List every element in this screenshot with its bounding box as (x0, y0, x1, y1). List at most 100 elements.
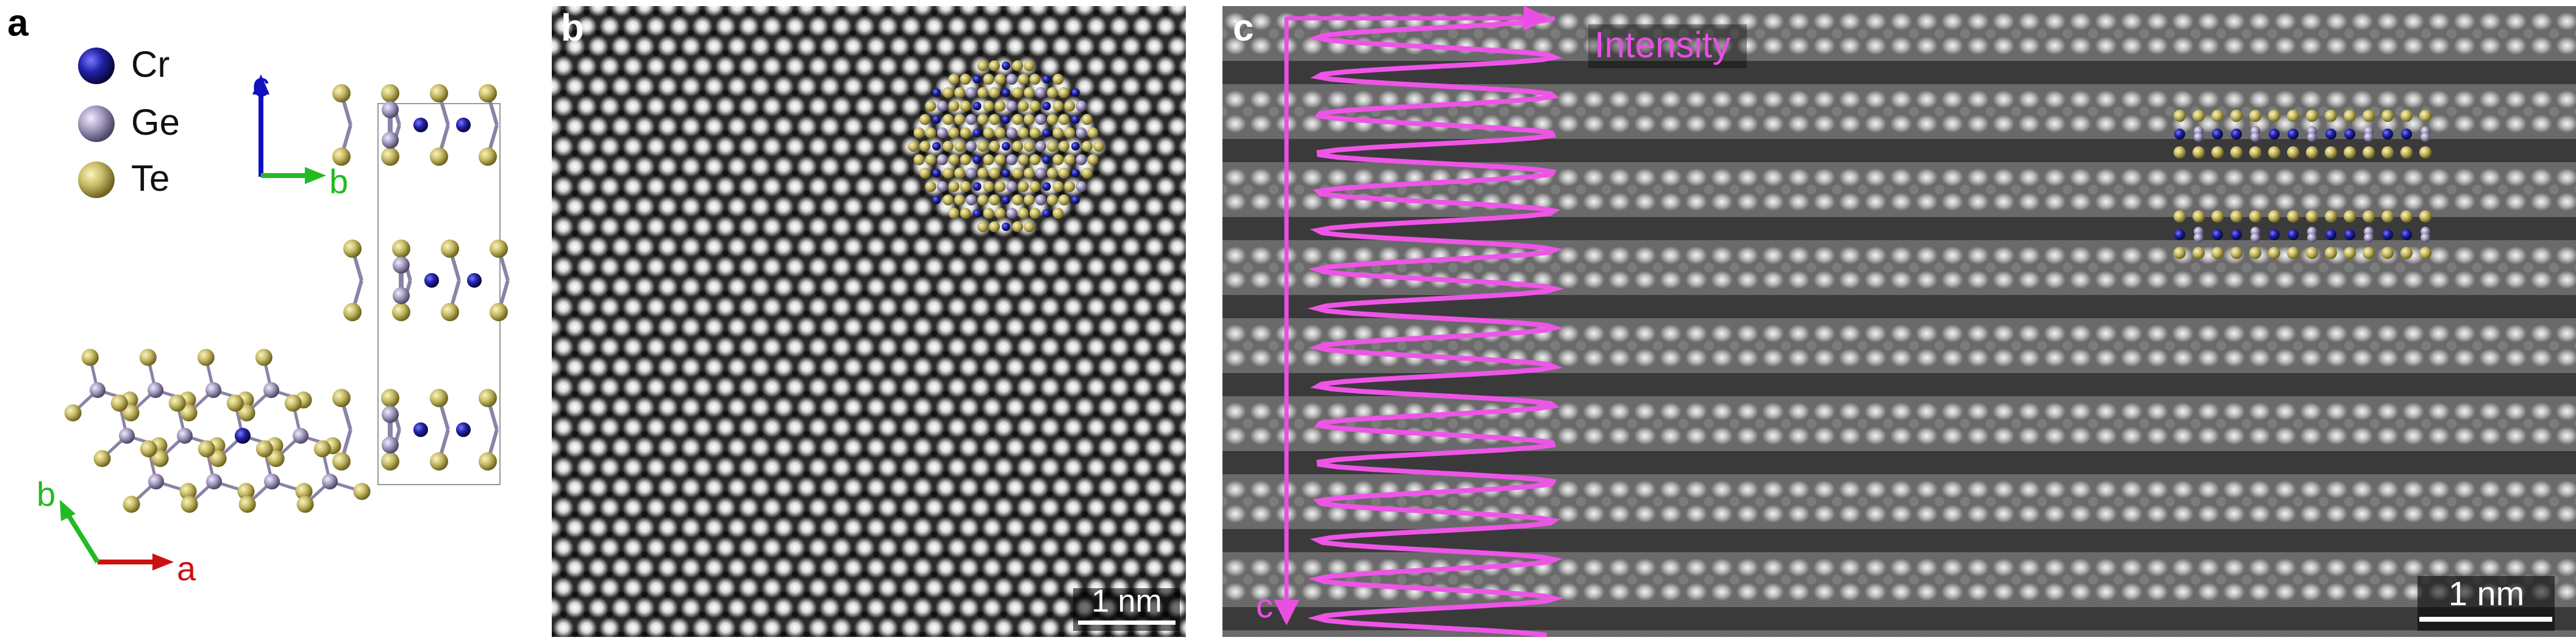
atom (925, 181, 937, 192)
axis-arrow (66, 513, 100, 564)
atom (1006, 127, 1018, 138)
atom (1002, 169, 1010, 177)
atom (1071, 169, 1080, 177)
atom (972, 182, 982, 191)
atom (2249, 110, 2261, 122)
atom (1058, 141, 1069, 152)
atom (2174, 229, 2185, 240)
atom (954, 194, 965, 205)
atom (1002, 88, 1010, 97)
atom (2192, 110, 2205, 122)
profile-label: Intensity (1594, 24, 1730, 65)
atom (1035, 194, 1046, 205)
atom (1042, 102, 1051, 110)
atom (2268, 146, 2280, 158)
atom (479, 148, 497, 166)
atom (255, 349, 273, 366)
atom (1018, 101, 1029, 112)
atom (1035, 168, 1046, 179)
atom (2287, 110, 2299, 122)
atom (2231, 129, 2242, 140)
atom (954, 141, 965, 152)
panel-label: c (1233, 7, 1254, 49)
atom (2306, 146, 2318, 158)
stem-image (1222, 6, 2576, 637)
atom (925, 101, 937, 112)
arrow-head (305, 167, 326, 184)
atom (932, 115, 941, 124)
atom (1012, 114, 1023, 125)
atom (1087, 154, 1099, 165)
atom (1012, 221, 1023, 232)
atom (2325, 146, 2337, 158)
panel-label: b (561, 7, 584, 49)
atom (322, 474, 338, 489)
atom (2287, 247, 2299, 259)
legend-swatch (78, 48, 115, 84)
atom (2382, 229, 2393, 240)
atom (1006, 101, 1018, 112)
atom (381, 452, 399, 471)
atom (1002, 196, 1010, 204)
atom (264, 474, 280, 489)
side-structure (332, 84, 510, 471)
atom (2306, 210, 2318, 222)
atom (943, 87, 954, 98)
atom (2325, 229, 2336, 240)
panel-c: c Intensity c 1 nm (1222, 5, 2576, 637)
atom (123, 496, 140, 513)
atom (353, 483, 371, 500)
legend-label: Cr (131, 44, 169, 85)
atom (983, 74, 994, 85)
atom (994, 101, 1006, 112)
atom (1071, 196, 1080, 204)
scale-bar (1078, 620, 1176, 625)
atom (332, 452, 351, 471)
atom (994, 127, 1006, 138)
atom (983, 181, 994, 192)
top-structure (64, 349, 371, 513)
atom (2344, 247, 2356, 259)
atom (966, 194, 977, 205)
atom (977, 194, 988, 205)
atom (1058, 87, 1069, 98)
scale-bar-label: 1 nm (1091, 584, 1162, 619)
atom (1076, 127, 1087, 138)
arrow-head (60, 500, 76, 521)
atom (1058, 114, 1069, 125)
atom (2344, 129, 2355, 140)
atom (2174, 247, 2186, 259)
atom (479, 452, 497, 471)
atom (2401, 129, 2412, 140)
atom (430, 389, 448, 407)
atom (2249, 247, 2261, 259)
atom (1052, 181, 1064, 192)
atom (140, 440, 157, 458)
atom (2325, 110, 2337, 122)
atom (2287, 146, 2299, 158)
atom (994, 181, 1006, 192)
atom (197, 349, 215, 366)
axis-label: b (329, 162, 348, 201)
arrow-head (252, 74, 269, 94)
atom (2174, 146, 2186, 158)
atom (2250, 132, 2260, 142)
atom (2400, 210, 2413, 222)
structure-overlay (2174, 110, 2432, 259)
atom (954, 114, 965, 125)
atom (972, 155, 982, 164)
atom (2419, 247, 2432, 259)
atom (972, 209, 982, 218)
atom (2421, 233, 2430, 243)
atom (1035, 141, 1046, 152)
atom (1064, 181, 1076, 192)
atom (2382, 210, 2394, 222)
atom (1082, 114, 1093, 125)
atom (2363, 247, 2375, 259)
atom (1024, 87, 1035, 98)
atom (932, 196, 941, 204)
atom (1058, 194, 1069, 205)
atom (960, 127, 971, 138)
atom (1012, 87, 1023, 98)
atom (1024, 221, 1035, 232)
